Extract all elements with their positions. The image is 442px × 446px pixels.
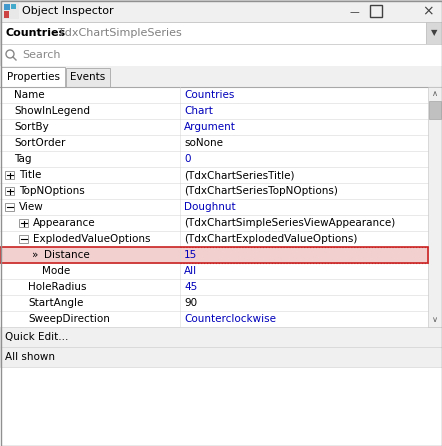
Text: 45: 45: [184, 282, 197, 292]
Bar: [429, 101, 441, 119]
Bar: [370, 5, 382, 17]
Bar: [0, 66, 442, 87]
Bar: [0, 151, 428, 167]
Text: ▼: ▼: [431, 29, 437, 37]
Text: Name: Name: [14, 90, 45, 100]
Text: Mode: Mode: [42, 266, 70, 276]
Bar: [0, 135, 428, 151]
Text: ∧: ∧: [432, 90, 438, 99]
Text: Events: Events: [70, 72, 106, 82]
Text: TopNOptions: TopNOptions: [19, 186, 85, 196]
Bar: [0, 215, 428, 231]
Text: Countries: Countries: [6, 28, 66, 38]
Bar: [0, 263, 428, 279]
Bar: [0, 279, 428, 295]
Bar: [0, 44, 442, 66]
Text: StartAngle: StartAngle: [28, 298, 84, 308]
Bar: [0, 119, 428, 135]
Bar: [0, 247, 428, 263]
Bar: [0, 295, 428, 311]
Bar: [19, 235, 28, 243]
Bar: [3, 3, 19, 19]
Text: Appearance: Appearance: [33, 218, 95, 228]
Bar: [0, 87, 428, 103]
Bar: [0, 327, 442, 347]
Text: Object Inspector: Object Inspector: [22, 6, 114, 16]
Text: 15: 15: [184, 250, 197, 260]
Bar: [0, 183, 428, 199]
Text: Countries: Countries: [184, 90, 234, 100]
Bar: [0, 199, 428, 215]
Text: Quick Edit...: Quick Edit...: [5, 332, 69, 342]
Text: Distance: Distance: [44, 250, 90, 260]
Text: SweepDirection: SweepDirection: [28, 314, 110, 324]
Text: (TdxChartSimpleSeriesViewAppearance): (TdxChartSimpleSeriesViewAppearance): [184, 218, 395, 228]
Bar: [0, 167, 428, 183]
Bar: [0, 247, 428, 263]
Text: Counterclockwise: Counterclockwise: [184, 314, 276, 324]
Text: Chart: Chart: [184, 106, 213, 116]
Text: 0: 0: [184, 154, 191, 164]
Bar: [11, 4, 16, 9]
Text: Title: Title: [19, 170, 42, 180]
Text: Properties: Properties: [7, 72, 60, 82]
Text: Argument: Argument: [184, 122, 236, 132]
Text: Doughnut: Doughnut: [184, 202, 236, 212]
Bar: [0, 103, 428, 119]
Text: TdxChartSimpleSeries: TdxChartSimpleSeries: [58, 28, 182, 38]
Bar: [0, 347, 442, 367]
Text: SortBy: SortBy: [14, 122, 49, 132]
Bar: [66, 68, 110, 87]
Bar: [5, 187, 14, 195]
Bar: [426, 22, 442, 44]
Text: »: »: [32, 250, 38, 260]
Text: (TdxChartExplodedValueOptions): (TdxChartExplodedValueOptions): [184, 234, 358, 244]
Text: (TdxChartSeriesTitle): (TdxChartSeriesTitle): [184, 170, 294, 180]
Bar: [0, 231, 428, 247]
Text: (TdxChartSeriesTopNOptions): (TdxChartSeriesTopNOptions): [184, 186, 338, 196]
Bar: [0, 0, 442, 22]
Text: ∨: ∨: [432, 315, 438, 325]
Bar: [1, 67, 65, 87]
Bar: [4, 4, 10, 10]
Text: soNone: soNone: [184, 138, 223, 148]
Text: ×: ×: [422, 4, 434, 18]
Bar: [5, 171, 14, 179]
Bar: [0, 22, 426, 44]
Text: 90: 90: [184, 298, 197, 308]
Bar: [5, 203, 14, 211]
Text: All shown: All shown: [5, 352, 55, 362]
Text: —: —: [349, 7, 359, 17]
Text: HoleRadius: HoleRadius: [28, 282, 87, 292]
Text: All: All: [184, 266, 197, 276]
Text: ExplodedValueOptions: ExplodedValueOptions: [33, 234, 150, 244]
Text: SortOrder: SortOrder: [14, 138, 65, 148]
Bar: [0, 311, 428, 327]
Text: Tag: Tag: [14, 154, 31, 164]
Bar: [19, 219, 28, 227]
Bar: [428, 87, 442, 327]
Text: ShowInLegend: ShowInLegend: [14, 106, 90, 116]
Text: Search: Search: [22, 50, 61, 60]
Text: View: View: [19, 202, 44, 212]
Bar: [4, 11, 9, 18]
